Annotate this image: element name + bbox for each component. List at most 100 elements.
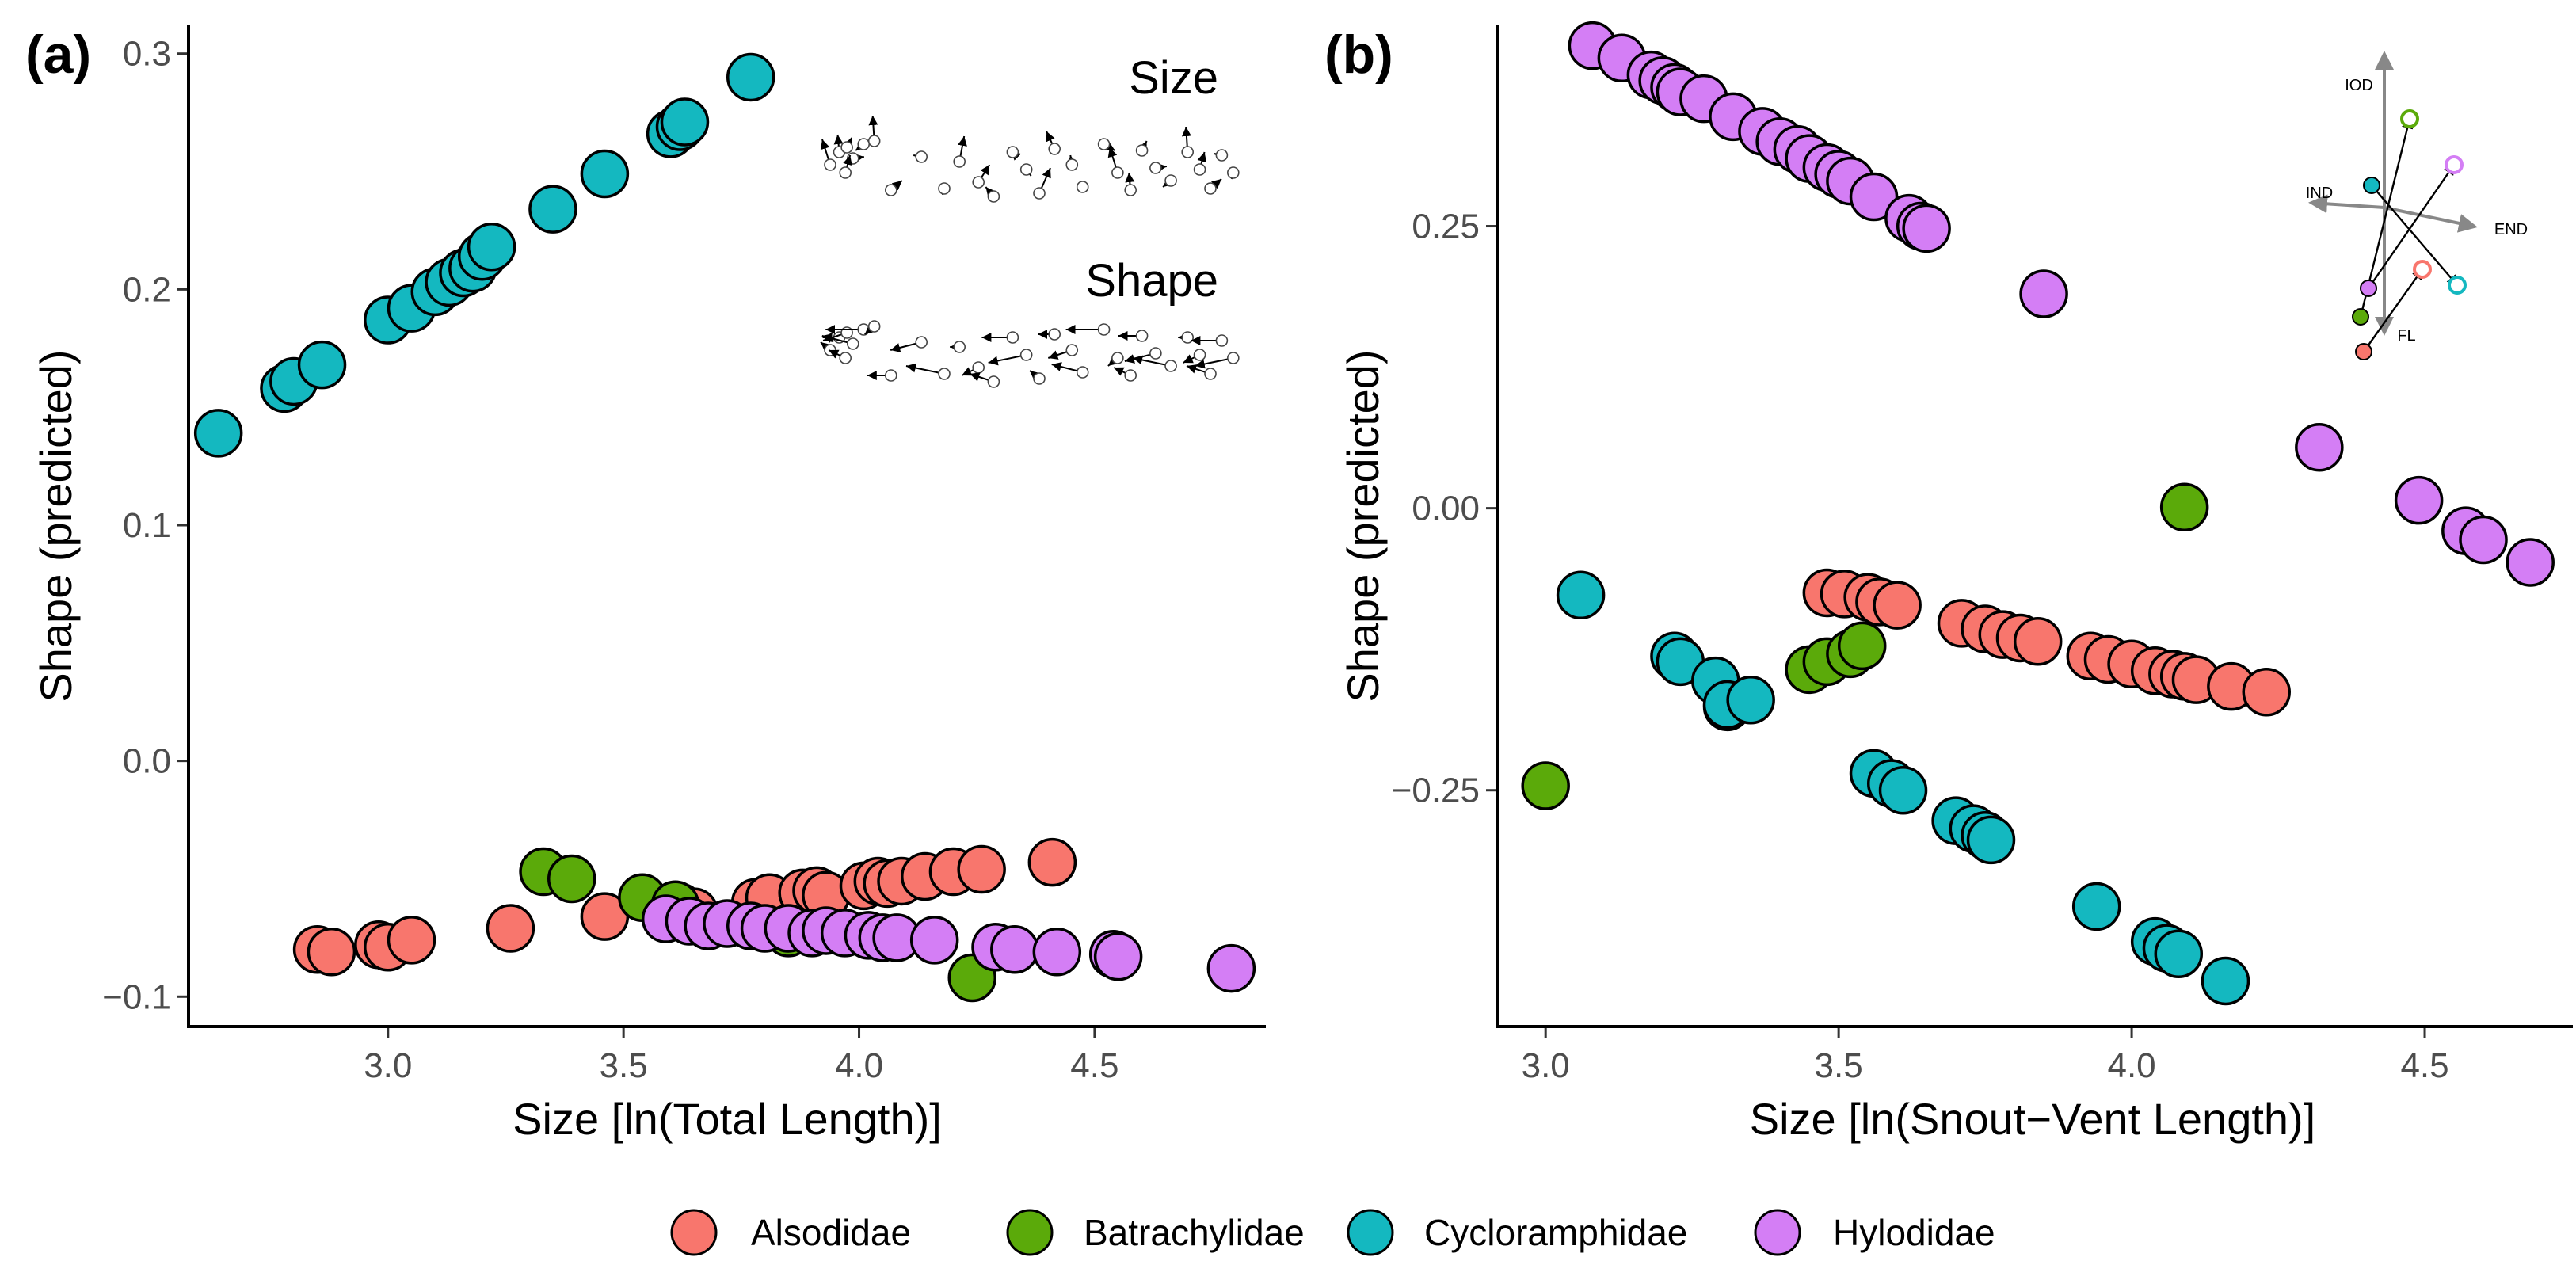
landmark-point: [972, 361, 985, 374]
landmark-point: [953, 155, 966, 168]
landmark-point: [1076, 366, 1089, 379]
trait-change-vector: [2371, 185, 2459, 287]
legend-item-hylodidae: Hylodidae: [1754, 1209, 1995, 1256]
trait-end-hylodidae: [2445, 155, 2464, 174]
landmark-point: [987, 190, 1000, 203]
point-cycloramphidae: [1966, 815, 2016, 865]
panel-a-points: [193, 52, 1256, 1003]
landmark-point: [1204, 368, 1217, 380]
landmark-point: [1019, 163, 1033, 176]
landmark-point: [915, 150, 928, 163]
landmark-point: [1193, 349, 1206, 361]
landmark-point: [1006, 146, 1019, 158]
landmark-point: [867, 135, 881, 147]
trait-start-cycloramphidae: [2363, 177, 2380, 194]
point-hylodidae: [1849, 172, 1899, 222]
landmark-vector: [905, 363, 945, 375]
trait-change-vector: [2368, 163, 2456, 289]
point-alsodidae: [1027, 837, 1077, 887]
panel-a-x-tick-label: 3.5: [600, 1046, 648, 1085]
point-hylodidae: [1093, 931, 1143, 981]
landmark-point: [840, 141, 853, 154]
panel-a-y-tick-label: 0.2: [123, 270, 171, 309]
landmark-point: [1149, 162, 1162, 174]
landmark-point: [1097, 138, 1111, 150]
series-hylodidae: [1568, 21, 2555, 587]
landmark-point: [1149, 347, 1162, 360]
inset-end-label: END: [2494, 221, 2528, 238]
landmark-point: [885, 184, 897, 196]
point-hylodidae: [1902, 204, 1951, 253]
landmark-point: [1065, 158, 1079, 171]
landmark-point: [857, 138, 871, 150]
legend-label-alsodidae: Alsodidae: [751, 1212, 911, 1253]
point-alsodidae: [957, 844, 1006, 894]
point-alsodidae: [2013, 616, 2063, 666]
panel-b-y-axis-title: Shape (predicted): [1338, 349, 1388, 702]
trait-end-alsodidae: [2413, 260, 2432, 279]
panel-b-x-tick-label: 3.0: [1522, 1046, 1570, 1085]
landmark-point: [847, 337, 859, 350]
point-hylodidae: [2019, 269, 2068, 318]
point-cycloramphidae: [2071, 882, 2121, 931]
landmark-point: [1215, 334, 1229, 347]
landmark-point: [1065, 344, 1079, 356]
legend-item-cycloramphidae: Cycloramphidae: [1347, 1209, 1687, 1256]
trait-start-hylodidae: [2360, 280, 2377, 297]
landmark-point: [1135, 330, 1149, 342]
point-hylodidae: [2459, 515, 2508, 565]
legend-item-batrachylidae: Batrachylidae: [1006, 1209, 1305, 1256]
panel-a-y-tick-label: −0.1: [102, 977, 171, 1016]
landmark-vector: [1132, 355, 1172, 367]
panel-b-y-tick-label: −0.25: [1392, 771, 1480, 810]
panel-b-axes: 3.0 3.5 4.0 4.5 −0.25 0.00 0.25: [1392, 208, 2449, 1085]
panel-b-points: [1521, 21, 2555, 1006]
landmark-point: [953, 341, 966, 353]
landmark-point: [1006, 331, 1019, 344]
legend-swatch-cycloramphidae: [1347, 1209, 1394, 1256]
inset-iod-label: IOD: [2345, 77, 2373, 94]
panel-a-x-tick-label: 3.0: [364, 1046, 412, 1085]
legend: Alsodidae Batrachylidae Cycloramphidae H…: [670, 1209, 1995, 1256]
trait-start-alsodidae: [2355, 343, 2372, 360]
landmark-point: [824, 158, 836, 171]
landmark-point: [972, 176, 985, 189]
point-batrachylidae: [2159, 482, 2209, 531]
trait-axis-arrow: [2308, 194, 2385, 214]
inset-ind-label: IND: [2306, 185, 2333, 202]
trait-end-cycloramphidae: [2448, 276, 2467, 295]
landmark-point: [839, 166, 852, 179]
point-alsodidae: [1873, 581, 1922, 630]
landmark-point: [1164, 360, 1177, 372]
series-cycloramphidae: [1556, 570, 2250, 1006]
legend-swatch-batrachylidae: [1006, 1209, 1054, 1256]
point-hylodidae: [2506, 538, 2555, 587]
panel-a: (a) 3.0 3.5 4.0 4.5 −0.1 0.0 0.1 0.2 0.3 Size [l…: [25, 25, 1266, 1144]
trait-vector-arrows: [2308, 51, 2478, 360]
landmark-point: [1124, 184, 1137, 196]
panel-b-x-tick-label: 3.5: [1815, 1046, 1863, 1085]
panel-a-y-axis-title: Shape (predicted): [31, 349, 81, 702]
point-cycloramphidae: [528, 185, 577, 234]
panel-b-y-tick-label: 0.00: [1412, 490, 1480, 528]
inset-size-label: Size: [1129, 52, 1218, 104]
landmark-point: [987, 375, 1000, 388]
legend-swatch-alsodidae: [670, 1209, 718, 1256]
inset-shape-label: Shape: [1085, 255, 1218, 307]
point-alsodidae: [486, 904, 535, 953]
panel-a-y-tick-label: 0.1: [123, 506, 171, 545]
panel-b-y-tick-label: 0.25: [1412, 208, 1480, 246]
landmark-point: [1033, 187, 1046, 200]
point-cycloramphidae: [726, 52, 775, 102]
landmark-point: [867, 320, 881, 333]
point-alsodidae: [2242, 668, 2292, 717]
panel-a-deformation-inset: Size Shape: [820, 52, 1240, 388]
trait-start-batrachylidae: [2352, 308, 2369, 326]
landmark-point: [1111, 352, 1124, 364]
landmark-point: [1181, 146, 1194, 158]
point-cycloramphidae: [2201, 956, 2250, 1006]
trait-axis-arrow: [2384, 206, 2478, 233]
trait-end-batrachylidae: [2400, 109, 2419, 128]
legend-item-alsodidae: Alsodidae: [670, 1209, 911, 1256]
point-hylodidae: [1206, 943, 1256, 993]
